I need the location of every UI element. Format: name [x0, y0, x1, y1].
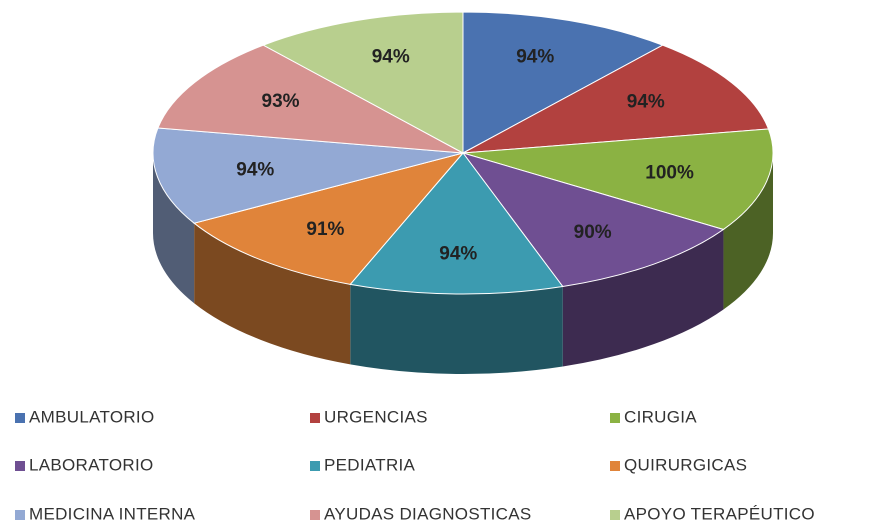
slice-side [350, 284, 563, 374]
legend-label: AYUDAS DIAGNOSTICAS [324, 504, 532, 523]
data-label: 94% [236, 159, 274, 180]
legend-swatch [310, 461, 320, 471]
data-label: 94% [372, 47, 410, 68]
legend-swatch [310, 413, 320, 423]
legend-label: APOYO TERAPÉUTICO [624, 504, 815, 523]
legend-swatch [15, 510, 25, 520]
slice-side [723, 153, 773, 310]
legend-swatch [610, 510, 620, 520]
legend-swatch [610, 413, 620, 423]
slice-side [153, 153, 195, 304]
slice [349, 152, 564, 295]
legend-label: CIRUGIA [624, 407, 697, 426]
data-label: 94% [516, 47, 554, 68]
data-label: 91% [306, 219, 344, 240]
legend-swatch [610, 461, 620, 471]
slice-side [562, 229, 724, 367]
data-label: 94% [627, 91, 665, 112]
legend-label: MEDICINA INTERNA [29, 504, 196, 523]
slice [461, 152, 725, 288]
slice [462, 11, 664, 154]
data-label: 90% [574, 222, 612, 243]
legend-swatch [310, 510, 320, 520]
data-label: 93% [262, 91, 300, 112]
slice-side [194, 223, 351, 365]
slice [462, 44, 770, 154]
legend-label: QUIRURGICAS [624, 455, 747, 474]
legend-swatch [15, 413, 25, 423]
slice [157, 44, 464, 154]
legend-label: URGENCIAS [324, 407, 428, 426]
legend-label: LABORATORIO [29, 455, 154, 474]
slice [193, 152, 465, 285]
legend-label: PEDIATRIA [324, 455, 416, 474]
legend-label: AMBULATORIO [29, 407, 154, 426]
slice [462, 128, 774, 231]
legend-swatch [15, 461, 25, 471]
data-label: 100% [645, 162, 694, 183]
slice [152, 127, 464, 224]
data-label: 94% [439, 244, 477, 265]
slice [262, 11, 464, 154]
